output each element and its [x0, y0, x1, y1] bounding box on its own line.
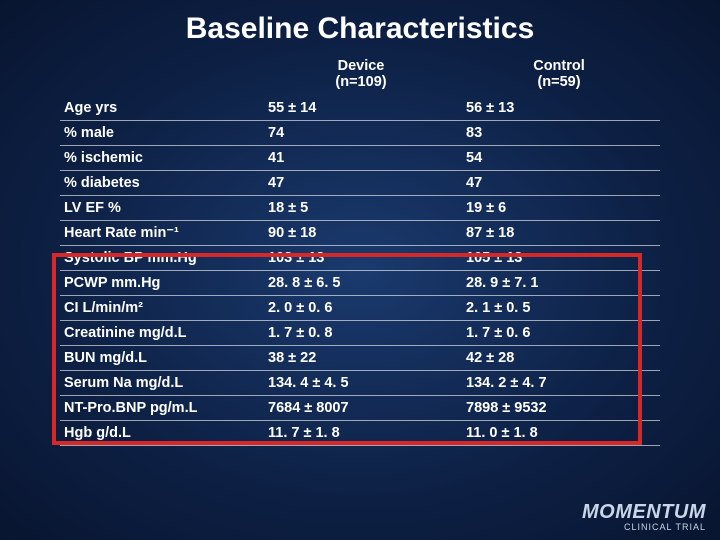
logo-brand: MOMENTUM: [582, 501, 706, 524]
row-device-value: 7684 ± 8007: [264, 396, 462, 421]
row-device-value: 18 ± 5: [264, 196, 462, 221]
table-row: LV EF %18 ± 519 ± 6: [60, 196, 660, 221]
table-row: % ischemic4154: [60, 146, 660, 171]
row-label: % male: [60, 121, 264, 146]
table-row: Creatinine mg/d.L1. 7 ± 0. 81. 7 ± 0. 6: [60, 321, 660, 346]
row-label: Serum Na mg/d.L: [60, 371, 264, 396]
row-label: Hgb g/d.L: [60, 421, 264, 446]
characteristics-table: Device(n=109) Control(n=59) Age yrs55 ± …: [60, 54, 660, 446]
row-control-value: 54: [462, 146, 660, 171]
row-label: PCWP mm.Hg: [60, 271, 264, 296]
slide-title: Baseline Characteristics: [60, 12, 660, 46]
logo: MOMENTUM CLINICAL TRIAL: [582, 501, 706, 532]
row-label: Creatinine mg/d.L: [60, 321, 264, 346]
col-header-blank: [60, 54, 264, 96]
row-label: Heart Rate min⁻¹: [60, 221, 264, 246]
table-row: Systolic BP mm.Hg103 ± 13105 ± 13: [60, 246, 660, 271]
table-row: Hgb g/d.L11. 7 ± 1. 811. 0 ± 1. 8: [60, 421, 660, 446]
row-device-value: 38 ± 22: [264, 346, 462, 371]
row-device-value: 41: [264, 146, 462, 171]
table-row: Serum Na mg/d.L134. 4 ± 4. 5134. 2 ± 4. …: [60, 371, 660, 396]
row-control-value: 42 ± 28: [462, 346, 660, 371]
table-row: Heart Rate min⁻¹90 ± 1887 ± 18: [60, 221, 660, 246]
row-control-value: 2. 1 ± 0. 5: [462, 296, 660, 321]
row-label: CI L/min/m²: [60, 296, 264, 321]
row-label: Age yrs: [60, 96, 264, 121]
row-label: % diabetes: [60, 171, 264, 196]
table-row: % diabetes4747: [60, 171, 660, 196]
row-control-value: 105 ± 13: [462, 246, 660, 271]
row-label: % ischemic: [60, 146, 264, 171]
row-device-value: 28. 8 ± 6. 5: [264, 271, 462, 296]
row-label: LV EF %: [60, 196, 264, 221]
row-label: Systolic BP mm.Hg: [60, 246, 264, 271]
row-label: BUN mg/d.L: [60, 346, 264, 371]
row-control-value: 1. 7 ± 0. 6: [462, 321, 660, 346]
row-control-value: 83: [462, 121, 660, 146]
row-control-value: 28. 9 ± 7. 1: [462, 271, 660, 296]
table-row: Age yrs55 ± 1456 ± 13: [60, 96, 660, 121]
row-control-value: 19 ± 6: [462, 196, 660, 221]
row-control-value: 7898 ± 9532: [462, 396, 660, 421]
row-control-value: 56 ± 13: [462, 96, 660, 121]
col-header-device: Device(n=109): [264, 54, 462, 96]
row-device-value: 55 ± 14: [264, 96, 462, 121]
table-row: BUN mg/d.L38 ± 2242 ± 28: [60, 346, 660, 371]
row-control-value: 11. 0 ± 1. 8: [462, 421, 660, 446]
col-header-control: Control(n=59): [462, 54, 660, 96]
row-device-value: 1. 7 ± 0. 8: [264, 321, 462, 346]
row-device-value: 2. 0 ± 0. 6: [264, 296, 462, 321]
row-label: NT-Pro.BNP pg/m.L: [60, 396, 264, 421]
table-row: NT-Pro.BNP pg/m.L7684 ± 80077898 ± 9532: [60, 396, 660, 421]
table-row: CI L/min/m²2. 0 ± 0. 62. 1 ± 0. 5: [60, 296, 660, 321]
table-row: PCWP mm.Hg28. 8 ± 6. 528. 9 ± 7. 1: [60, 271, 660, 296]
row-device-value: 134. 4 ± 4. 5: [264, 371, 462, 396]
row-device-value: 103 ± 13: [264, 246, 462, 271]
row-device-value: 47: [264, 171, 462, 196]
row-device-value: 90 ± 18: [264, 221, 462, 246]
row-device-value: 11. 7 ± 1. 8: [264, 421, 462, 446]
row-device-value: 74: [264, 121, 462, 146]
table-header-row: Device(n=109) Control(n=59): [60, 54, 660, 96]
row-control-value: 47: [462, 171, 660, 196]
table-row: % male7483: [60, 121, 660, 146]
row-control-value: 134. 2 ± 4. 7: [462, 371, 660, 396]
row-control-value: 87 ± 18: [462, 221, 660, 246]
